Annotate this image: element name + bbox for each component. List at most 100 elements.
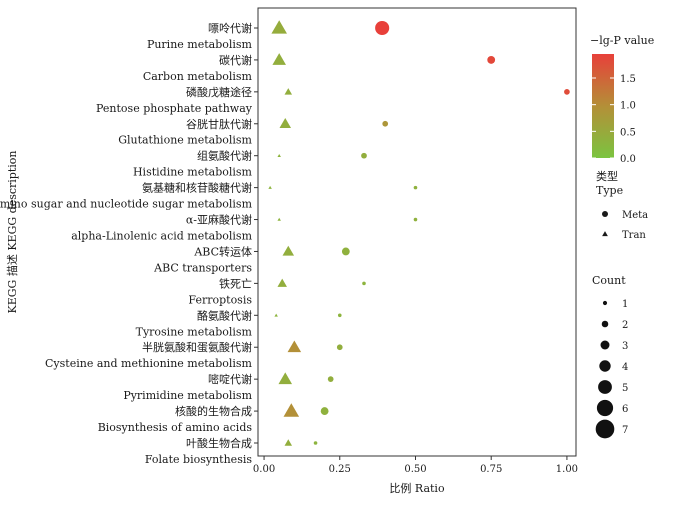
tran-point (277, 278, 287, 287)
category-label-en: Tyrosine metabolism (136, 325, 253, 338)
count-legend-label: 4 (622, 362, 628, 373)
x-tick-label: 1.00 (556, 464, 578, 475)
x-tick-label: 0.00 (253, 464, 275, 475)
tran-point (278, 372, 293, 385)
count-legend-label: 5 (622, 383, 628, 394)
category-label-zh: α-亚麻酸代谢 (186, 213, 252, 227)
count-legend-label: 3 (622, 341, 628, 352)
color-tick-label: 1.0 (620, 101, 636, 112)
y-axis-title: KEGG 描述 KEGG description (5, 151, 19, 314)
category-label-zh: 组氨酸代谢 (197, 149, 252, 163)
type-legend-label: Meta (622, 210, 648, 221)
count-legend-dot (595, 419, 615, 439)
category-label-en: Purine metabolism (147, 38, 253, 51)
tran-point (274, 313, 278, 317)
meta-point (564, 88, 570, 95)
tran-point (277, 153, 281, 157)
x-tick-label: 0.75 (480, 464, 502, 475)
count-legend-dot (602, 300, 608, 306)
count-legend-label: 1 (622, 299, 628, 310)
tran-point (277, 217, 281, 221)
tran-point (284, 439, 293, 446)
x-axis: 0.00 0.25 0.50 0.75 1.00 (253, 456, 578, 475)
color-tick-label: 0.5 (620, 127, 636, 138)
y-axis-ticks (254, 27, 258, 444)
meta-point (337, 313, 342, 318)
category-label-en: Biosynthesis of amino acids (98, 421, 253, 434)
color-legend-bar (592, 54, 614, 158)
category-label-en: ABC transporters (153, 261, 252, 274)
type-legend-title-zh: 类型 (596, 169, 618, 183)
type-legend: 类型 Type Meta Tran (596, 169, 648, 241)
meta-point (327, 376, 334, 383)
category-label-en: Ferroptosis (188, 293, 252, 306)
category-labels: 嘌呤代谢 Purine metabolism 碳代谢 Carbon metabolis… (0, 21, 253, 466)
type-legend-circle-icon (602, 211, 608, 217)
count-legend-label: 2 (622, 320, 628, 331)
color-tick-label: 0.0 (620, 154, 636, 165)
category-label-zh: 酪氨酸代谢 (197, 308, 252, 322)
data-points (268, 20, 570, 446)
meta-point (361, 152, 367, 159)
color-legend: −lg-P value 0.0 0.5 1.0 1.5 (590, 34, 654, 165)
count-legend-dot (600, 340, 610, 350)
count-legend-title: Count (592, 274, 626, 287)
color-legend-title: −lg-P value (590, 34, 654, 47)
tran-point (282, 245, 295, 256)
category-label-en: Pyrimidine metabolism (123, 389, 252, 402)
category-label-zh: 谷胱甘肽代谢 (186, 117, 252, 131)
category-label-en: Glutathione metabolism (118, 134, 252, 147)
category-label-zh: 碳代谢 (219, 53, 252, 67)
meta-point (413, 185, 418, 190)
x-tick-label: 0.50 (404, 464, 426, 475)
category-label-zh: 氨基糖和核苷酸糖代谢 (142, 181, 252, 195)
category-label-zh: 核酸的生物合成 (175, 404, 252, 418)
category-label-zh: ABC转运体 (193, 244, 252, 258)
type-legend-title-en: Type (596, 184, 623, 197)
tran-point (272, 53, 286, 65)
color-tick-label: 1.5 (620, 74, 636, 85)
meta-point (487, 56, 496, 64)
meta-point (413, 217, 418, 222)
x-axis-title: 比例 Ratio (389, 481, 445, 495)
category-label-zh: 叶酸生物合成 (186, 436, 252, 450)
meta-point (336, 344, 343, 351)
category-label-en: Amino sugar and nucleotide sugar metabol… (0, 198, 253, 211)
tran-point (268, 185, 272, 189)
category-label-zh: 嘌呤代谢 (208, 21, 252, 35)
type-legend-label: Tran (622, 230, 646, 241)
count-legend-dot (596, 399, 614, 417)
category-label-en: alpha-Linolenic acid metabolism (71, 230, 252, 243)
count-legend-dot (599, 360, 611, 372)
category-label-zh: 嘧啶代谢 (208, 372, 252, 386)
category-label-en: Histidine metabolism (133, 166, 253, 179)
count-legend-dot (598, 380, 612, 394)
type-legend-triangle-icon (602, 231, 608, 237)
count-legend-items: 1 2 3 4 5 6 7 (595, 299, 628, 439)
tran-point (283, 403, 300, 417)
tran-point (271, 20, 287, 34)
category-label-zh: 铁死亡 (219, 276, 252, 290)
meta-point (362, 281, 366, 286)
meta-point (320, 407, 329, 415)
count-legend-label: 7 (622, 425, 628, 436)
x-tick-label: 0.25 (329, 464, 351, 475)
tran-point (279, 118, 292, 128)
count-legend-label: 6 (622, 404, 628, 415)
meta-point (382, 120, 389, 127)
meta-point (313, 441, 318, 445)
category-label-zh: 磷酸戊糖途径 (186, 85, 252, 99)
tran-point (287, 340, 302, 353)
category-label-en: Cysteine and methionine metabolism (45, 357, 253, 370)
meta-point (375, 20, 390, 36)
color-legend-ticks: 0.0 0.5 1.0 1.5 (592, 74, 636, 165)
plot-panel (257, 7, 577, 457)
meta-point (341, 247, 350, 256)
category-label-en: Carbon metabolism (143, 70, 253, 83)
tran-point (284, 88, 293, 95)
category-label-en: Pentose phosphate pathway (96, 102, 253, 115)
type-legend-items: Meta Tran (602, 210, 648, 241)
category-label-zh: 半胱氨酸和蛋氨酸代谢 (142, 340, 252, 354)
count-legend-dot (601, 320, 609, 328)
